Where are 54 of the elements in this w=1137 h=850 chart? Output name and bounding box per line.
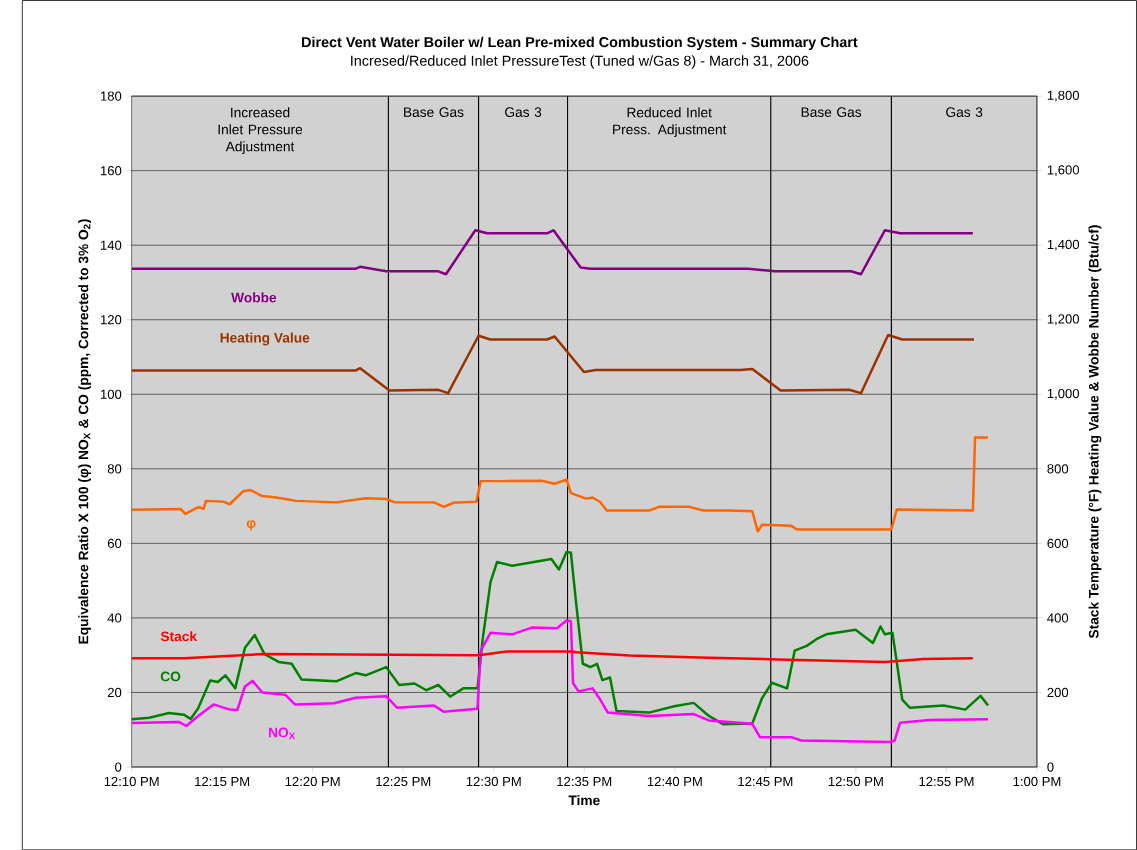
y2-tick-label: 400 [1047, 613, 1069, 623]
annotation: Gas 3 [505, 107, 542, 117]
y2-tick-label: 200 [1047, 687, 1069, 697]
chart-title: Direct Vent Water Boiler w/ Lean Pre-mixed Combustion System - Summary Chart [302, 36, 858, 50]
y2-tick-label: 0 [1047, 762, 1054, 772]
series-label: φ [246, 520, 256, 531]
x-tick-label: 12:35 PM [557, 776, 612, 786]
y-tick-label: 60 [107, 538, 122, 548]
x-tick-label: 12:50 PM [828, 776, 883, 786]
x-axis-title: Time [568, 794, 600, 805]
y-tick-label: 20 [107, 687, 122, 697]
x-tick-label: 12:20 PM [285, 776, 340, 786]
y-tick-label: 120 [100, 314, 122, 325]
y-tick-label: 140 [100, 240, 122, 250]
y-tick-label: 80 [107, 464, 122, 474]
x-tick-label: 12:15 PM [195, 776, 250, 786]
y2-tick-label: 1,200 [1047, 314, 1080, 325]
y2-tick-label: 600 [1047, 538, 1069, 548]
y2-tick-label: 1,800 [1047, 90, 1080, 102]
y2-tick-label: 1,000 [1047, 388, 1080, 400]
annotation: Base Gas [801, 107, 862, 117]
y-tick-label: 0 [115, 762, 122, 772]
annotation: Reduced Inlet Press. Adjustment [613, 107, 727, 137]
line-series [131, 436, 990, 533]
annotation: Increased Inlet Pressure Adjustment [218, 107, 303, 154]
annotation: Gas 3 [946, 107, 983, 117]
x-tick-label: 1:00 PM [1013, 776, 1061, 786]
y2-tick-label: 800 [1047, 464, 1069, 474]
series-label: Stack [160, 630, 198, 642]
chart-subtitle: Incresed/Reduced Inlet PressureTest (Tuned w/Gas 8) - March 31, 2006 [351, 55, 809, 69]
y-tick-label: 180 [100, 91, 122, 101]
x-tick-label: 12:10 PM [104, 776, 159, 786]
x-tick-label: 12:25 PM [376, 776, 431, 786]
line-series [131, 333, 976, 395]
x-tick-label: 12:40 PM [647, 776, 702, 786]
y2-axis-title: Stack Temperature (°F) Heating Value & Wobbe Number (Btu/cf) [1088, 225, 1102, 638]
x-tick-label: 12:55 PM [919, 776, 974, 786]
x-tick-label: 12:45 PM [738, 776, 793, 786]
y-tick-label: 40 [107, 613, 122, 623]
y-tick-label: 100 [100, 389, 122, 399]
series-label: NO$_{X}$ [269, 727, 296, 740]
y-tick-label: 160 [100, 165, 122, 176]
y2-tick-label: 1,600 [1047, 165, 1080, 176]
series-label: CO [160, 671, 181, 682]
series-label: Heating Value [220, 332, 310, 346]
series-label: Wobbe [231, 292, 277, 303]
line-series [131, 550, 990, 726]
line-series [131, 228, 975, 276]
annotation: Base Gas [404, 107, 464, 117]
y2-tick-label: 1,400 [1047, 239, 1080, 251]
y-axis-title: Equivalence Ratio X 100 (φ) NO$_{X}$ & CO (ppm, Corrected to 3% O$_{2}$) [78, 219, 92, 644]
line-series [131, 650, 975, 663]
line-series [131, 619, 990, 744]
x-tick-label: 12:30 PM [466, 776, 521, 786]
